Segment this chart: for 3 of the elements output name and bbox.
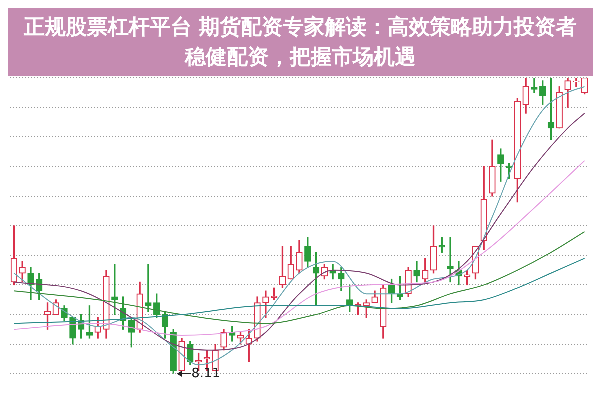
chart-title: 正规股票杠杆平台 期货配资专家解读：高效策略助力投资者稳健配资，把握市场机遇	[8, 8, 593, 76]
candlestick	[145, 264, 152, 312]
annotation: 8.11	[192, 366, 221, 382]
